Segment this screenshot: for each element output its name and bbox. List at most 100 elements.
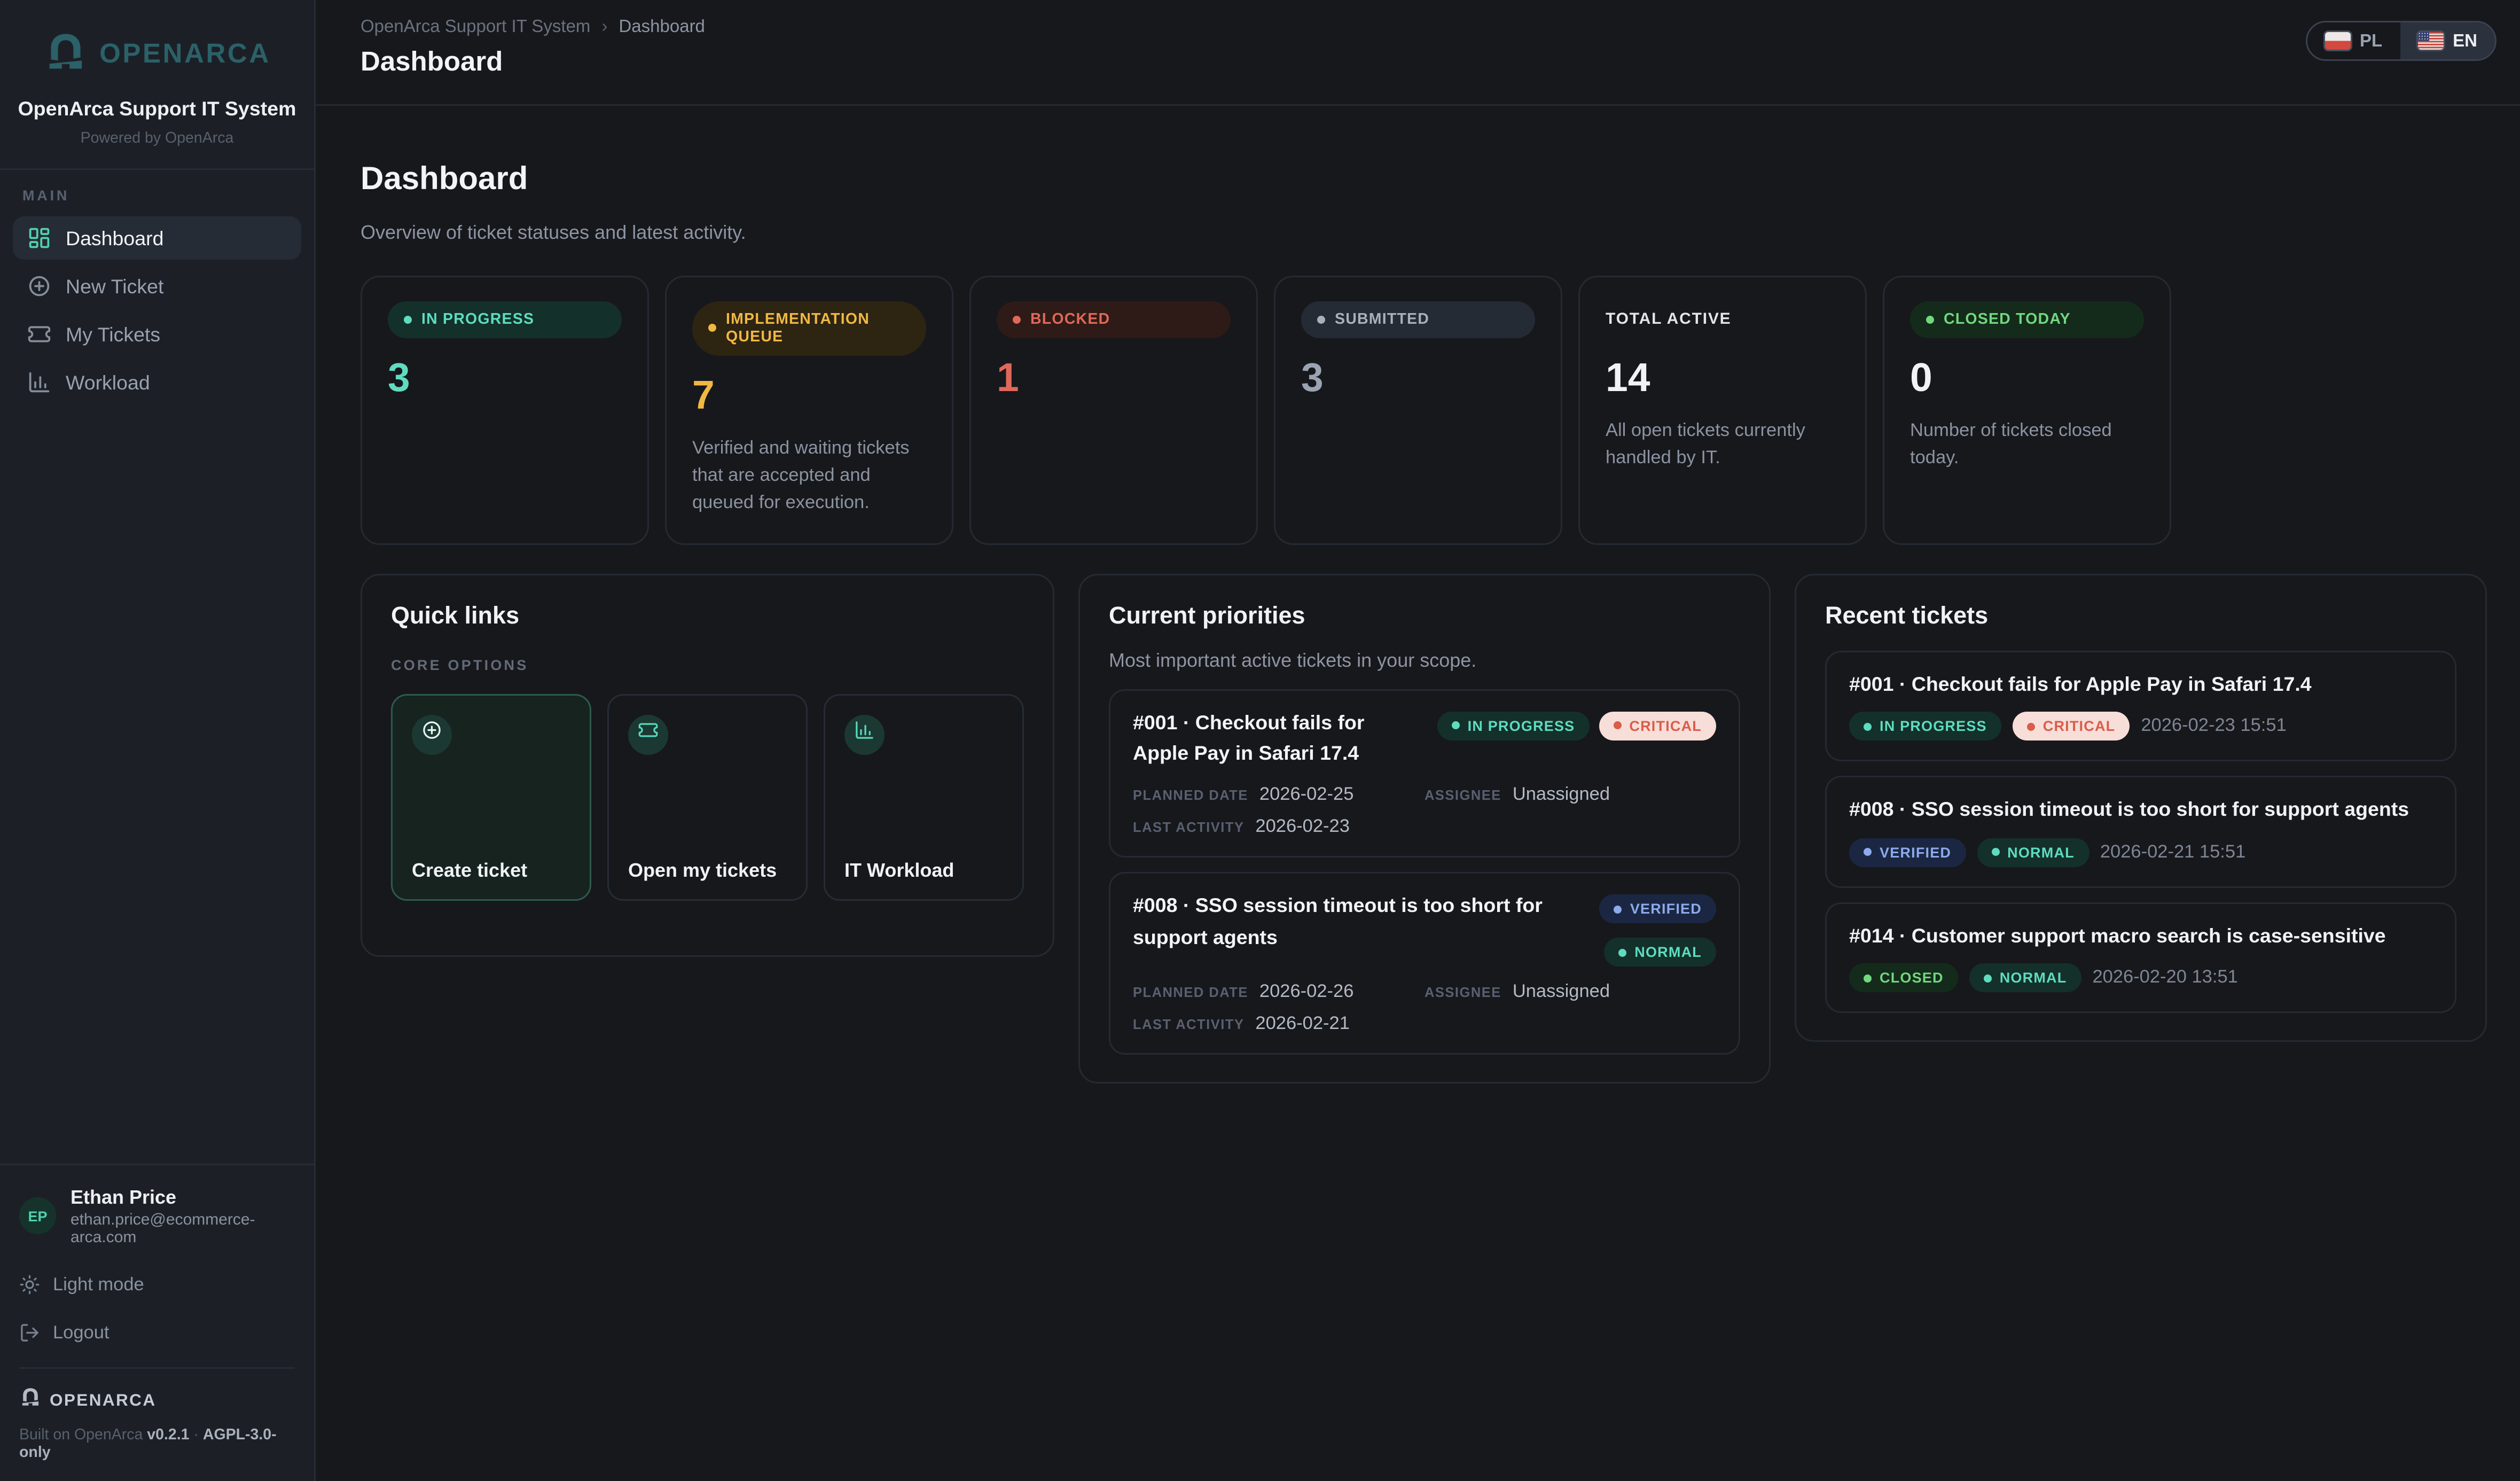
priorities-title: Current priorities xyxy=(1109,602,1740,629)
quick-links-title: Quick links xyxy=(391,602,1024,629)
sidebar-bottom: EP Ethan Price ethan.price@ecommerce-arc… xyxy=(0,1163,314,1481)
recent-ticket-title: #008 · SSO session timeout is too short … xyxy=(1849,797,2432,825)
user-card[interactable]: EP Ethan Price ethan.price@ecommerce-arc… xyxy=(19,1186,295,1247)
ticket-field-last-activity: LAST ACTIVITY2026-02-23 xyxy=(1133,818,1425,837)
recent-ticket-title: #014 · Customer support macro search is … xyxy=(1849,923,2432,951)
language-button-pl[interactable]: PL xyxy=(2307,22,2400,59)
stat-card-blocked: BLOCKED 1 xyxy=(969,275,1258,544)
stat-card-closed-today: CLOSED TODAY 0 Number of tickets closed to… xyxy=(1883,275,2171,544)
footer-version: v0.2.1 xyxy=(147,1427,189,1444)
recent-ticket[interactable]: #008 · SSO session timeout is too short … xyxy=(1825,776,2456,887)
recent-ticket[interactable]: #014 · Customer support macro search is … xyxy=(1825,902,2456,1014)
quick-link-open-my-tickets[interactable]: Open my tickets xyxy=(607,693,808,900)
ticket-fields: PLANNED DATE2026-02-25ASSIGNEEUnassigned… xyxy=(1133,786,1716,837)
ticket-icon xyxy=(27,322,51,346)
top-header: OpenArca Support IT System›Dashboard Das… xyxy=(316,0,2520,106)
ticket-field-assignee: ASSIGNEEUnassigned xyxy=(1425,786,1716,805)
language-code: EN xyxy=(2453,32,2477,51)
badge-label: CRITICAL xyxy=(1629,718,1702,734)
stat-card-submitted: SUBMITTED3 xyxy=(1274,275,1562,544)
stat-badge-closed-today: CLOSED TODAY xyxy=(1910,301,2144,338)
ticket-badges: IN PROGRESS CRITICAL xyxy=(1437,711,1716,740)
core-options-label: CORE OPTIONS xyxy=(391,657,1024,673)
badge-in-progress: IN PROGRESS xyxy=(1437,711,1590,740)
badge-dot xyxy=(1452,721,1460,729)
stat-badge-label: IMPLEMENTATION QUEUE xyxy=(726,310,910,346)
bar-chart-chip xyxy=(844,714,885,754)
field-value: 2026-02-25 xyxy=(1259,786,1353,805)
badge-label: VERIFIED xyxy=(1880,844,1951,860)
main-area: OpenArca Support IT System›Dashboard Das… xyxy=(316,0,2520,1481)
stat-badge-in-progress: IN PROGRESS xyxy=(388,301,622,338)
stat-value: 0 xyxy=(1910,355,2144,402)
avatar: EP xyxy=(19,1198,56,1235)
stat-badge-label: CLOSED TODAY xyxy=(1944,310,2071,328)
priority-ticket[interactable]: #001 · Checkout fails for Apple Pay in S… xyxy=(1109,689,1740,858)
bar-chart-icon xyxy=(27,370,51,394)
stat-card-total-active: TOTAL ACTIVE14All open tickets currently… xyxy=(1578,275,1867,544)
stat-value: 3 xyxy=(388,355,622,402)
action-label: Light mode xyxy=(53,1275,144,1295)
stat-description: Number of tickets closed today. xyxy=(1910,418,2144,473)
badge-verified: VERIFIED xyxy=(1600,895,1716,924)
quick-link-it-workload[interactable]: IT Workload xyxy=(824,693,1024,900)
sidebar-item-dashboard[interactable]: Dashboard xyxy=(13,216,301,260)
breadcrumb-current: Dashboard xyxy=(619,18,705,37)
breadcrumb-root[interactable]: OpenArca Support IT System xyxy=(361,18,590,37)
language-switcher: PL EN xyxy=(2305,21,2496,61)
badge-label: CLOSED xyxy=(1880,970,1944,986)
field-value: Unassigned xyxy=(1513,786,1610,805)
sidebar-actions: Light mode Logout xyxy=(19,1274,295,1343)
ticket-icon xyxy=(638,720,659,749)
recent-title: Recent tickets xyxy=(1825,602,2456,629)
field-label: LAST ACTIVITY xyxy=(1133,820,1244,836)
ticket-head: #008 · SSO session timeout is too short … xyxy=(1133,892,1716,967)
sidebar-item-new-ticket[interactable]: New Ticket xyxy=(13,264,301,308)
sidebar-brand-block: OPENARCA OpenArca Support IT System Powe… xyxy=(0,0,314,170)
recent-ticket[interactable]: #001 · Checkout fails for Apple Pay in S… xyxy=(1825,650,2456,762)
badge-critical: CRITICAL xyxy=(2013,712,2130,740)
field-value: 2026-02-21 xyxy=(1255,1015,1349,1034)
badge-normal: NORMAL xyxy=(1604,938,1716,967)
quick-link-label: Open my tickets xyxy=(628,859,777,881)
user-email: ethan.price@ecommerce-arca.com xyxy=(71,1212,295,1247)
app-root: OPENARCA OpenArca Support IT System Powe… xyxy=(0,0,2520,1481)
priority-ticket[interactable]: #008 · SSO session timeout is too short … xyxy=(1109,872,1740,1055)
stat-badge-submitted: SUBMITTED xyxy=(1301,301,1535,338)
brand-wordmark: OPENARCA xyxy=(99,38,271,70)
user-info: Ethan Price ethan.price@ecommerce-arca.c… xyxy=(71,1186,295,1247)
openarca-footer-logo-icon xyxy=(19,1385,42,1415)
sidebar-item-workload[interactable]: Workload xyxy=(13,361,301,404)
workspace-title: OpenArca Support IT System xyxy=(16,98,298,120)
quick-link-label: Create ticket xyxy=(412,859,527,881)
recent-ticket-meta: CLOSEDNORMAL2026-02-20 13:51 xyxy=(1849,963,2432,992)
footer-brand-wordmark: OPENARCA xyxy=(50,1391,156,1410)
badge-label: VERIFIED xyxy=(1630,901,1702,917)
stat-description: Verified and waiting tickets that are ac… xyxy=(692,435,926,518)
badge-label: CRITICAL xyxy=(2043,718,2116,734)
language-button-en[interactable]: EN xyxy=(2400,22,2495,59)
badge-dot xyxy=(1613,721,1621,729)
quick-link-create-ticket[interactable]: Create ticket xyxy=(391,693,591,900)
badge-dot xyxy=(1864,848,1872,856)
sun-icon xyxy=(19,1274,40,1295)
user-name: Ethan Price xyxy=(71,1186,295,1209)
stat-value: 1 xyxy=(997,355,1231,402)
logout-button[interactable]: Logout xyxy=(19,1322,295,1343)
badge-dot xyxy=(1864,722,1872,730)
page-title: Dashboard xyxy=(361,162,2487,199)
logout-icon xyxy=(19,1322,40,1343)
light-mode-button[interactable]: Light mode xyxy=(19,1274,295,1295)
openarca-logo-icon xyxy=(43,27,88,80)
stat-badge-label: BLOCKED xyxy=(1030,310,1110,328)
recent-ticket-time: 2026-02-20 13:51 xyxy=(2092,968,2237,987)
recent-ticket-meta: IN PROGRESSCRITICAL2026-02-23 15:51 xyxy=(1849,712,2432,740)
sidebar-footer: OPENARCA Built on OpenArca v0.2.1 · AGPL… xyxy=(19,1367,295,1481)
sidebar-item-my-tickets[interactable]: My Tickets xyxy=(13,313,301,356)
ticket-title: #008 · SSO session timeout is too short … xyxy=(1133,892,1584,954)
badge-critical: CRITICAL xyxy=(1599,711,1716,740)
badge-normal: NORMAL xyxy=(1977,838,2089,867)
sidebar-item-label: My Tickets xyxy=(66,323,160,346)
sidebar-spacer xyxy=(0,409,314,1163)
stat-value: 7 xyxy=(692,373,926,419)
